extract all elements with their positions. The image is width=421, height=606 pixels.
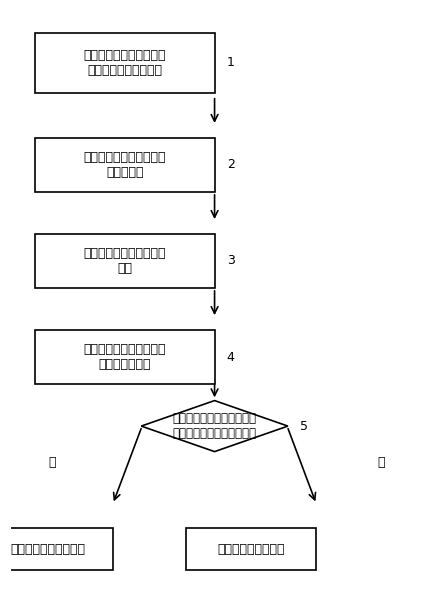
Text: 根据反射光谱作出其相应
的光的本征曲线: 根据反射光谱作出其相应 的光的本征曲线 — [84, 343, 166, 371]
Text: 钴硅化合物的区域中各化合
物的比例是否符合工艺要求: 钴硅化合物的区域中各化合 物的比例是否符合工艺要求 — [173, 412, 256, 440]
Text: 是: 是 — [48, 456, 56, 468]
Text: 3: 3 — [227, 255, 234, 267]
Text: 4: 4 — [227, 350, 234, 364]
Text: 2: 2 — [227, 158, 234, 171]
Text: 根据反射光束作出其反射
光谱: 根据反射光束作出其反射 光谱 — [84, 247, 166, 275]
FancyBboxPatch shape — [186, 528, 317, 570]
FancyBboxPatch shape — [0, 528, 113, 570]
Text: 5: 5 — [300, 419, 308, 433]
FancyBboxPatch shape — [35, 33, 215, 93]
Text: 否: 否 — [378, 456, 385, 468]
FancyBboxPatch shape — [35, 330, 215, 384]
Text: 钴硅化合物形成后，对钴
硅化合物照射探测光束: 钴硅化合物形成后，对钴 硅化合物照射探测光束 — [84, 49, 166, 77]
Text: 停止异常的工艺生产: 停止异常的工艺生产 — [218, 543, 285, 556]
FancyBboxPatch shape — [35, 138, 215, 192]
Text: 1: 1 — [227, 56, 234, 69]
Text: 接收钴硅化合物反射回来
的探测光束: 接收钴硅化合物反射回来 的探测光束 — [84, 151, 166, 179]
Text: 晶圆继续进行后续工序: 晶圆继续进行后续工序 — [10, 543, 85, 556]
FancyBboxPatch shape — [35, 234, 215, 288]
Polygon shape — [141, 401, 288, 451]
